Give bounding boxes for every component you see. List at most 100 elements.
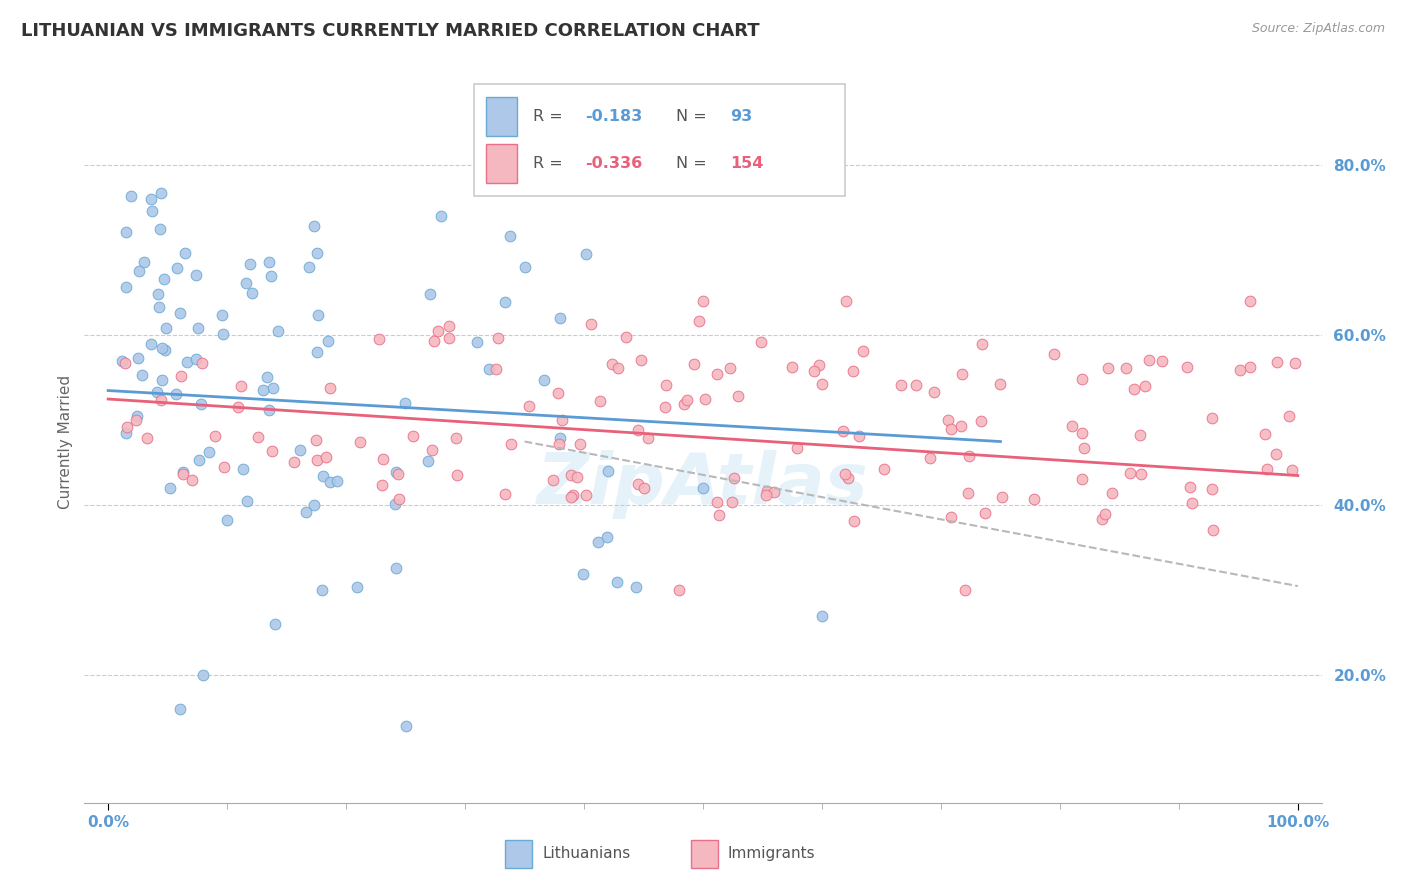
Point (1278, 409, 1301, 424)
Point (114, 426, 136, 441)
Point (305, 433, 328, 447)
Point (990, 491, 1012, 505)
Point (513, 260, 536, 275)
Point (1071, 372, 1094, 386)
Point (139, 336, 162, 351)
Point (811, 608, 834, 623)
Point (550, 413, 572, 427)
FancyBboxPatch shape (486, 96, 517, 136)
Point (605, 574, 627, 589)
Point (149, 221, 172, 235)
Point (803, 364, 825, 378)
Text: Source: ZipAtlas.com: Source: ZipAtlas.com (1251, 22, 1385, 36)
Text: R =: R = (533, 156, 568, 171)
Point (145, 385, 167, 400)
FancyBboxPatch shape (690, 840, 718, 868)
Point (547, 437, 569, 451)
Point (606, 361, 628, 376)
Point (586, 535, 609, 549)
Point (1133, 378, 1156, 392)
Point (1254, 426, 1277, 441)
Point (543, 473, 565, 487)
Point (627, 423, 650, 437)
Point (692, 294, 714, 309)
Point (682, 357, 704, 371)
Text: Lithuanians: Lithuanians (543, 846, 630, 861)
Point (259, 403, 281, 417)
Point (1256, 462, 1278, 476)
Point (485, 361, 508, 376)
Point (326, 474, 349, 488)
Point (467, 334, 489, 349)
Point (974, 506, 997, 520)
Point (1178, 480, 1201, 494)
Point (419, 286, 441, 301)
Point (560, 468, 582, 483)
Point (131, 368, 153, 382)
Point (141, 203, 163, 218)
Point (212, 326, 235, 341)
Point (236, 493, 259, 508)
Point (198, 445, 221, 459)
Point (446, 468, 468, 483)
Point (579, 317, 602, 331)
Point (439, 318, 461, 333)
Point (988, 376, 1011, 391)
Point (430, 209, 453, 223)
Point (114, 356, 136, 370)
Point (288, 442, 311, 457)
Text: N =: N = (676, 109, 711, 124)
Point (1201, 411, 1223, 425)
Point (565, 470, 588, 484)
Point (153, 343, 176, 357)
Point (1091, 512, 1114, 526)
Point (1071, 472, 1094, 486)
Point (548, 311, 571, 326)
Point (692, 481, 714, 495)
Point (498, 229, 520, 244)
Point (693, 392, 716, 407)
Point (616, 330, 638, 344)
Point (572, 567, 595, 582)
Point (1097, 361, 1119, 376)
Point (852, 344, 875, 359)
Point (187, 321, 209, 335)
Point (315, 450, 337, 464)
Point (1115, 361, 1137, 376)
Point (706, 494, 728, 508)
Point (150, 341, 173, 355)
Point (560, 490, 582, 504)
Point (905, 377, 928, 392)
Text: R =: R = (533, 109, 568, 124)
Point (204, 429, 226, 443)
Point (950, 419, 973, 434)
Point (423, 334, 446, 349)
Point (319, 475, 342, 489)
Point (260, 269, 283, 284)
Point (172, 465, 194, 479)
Point (444, 431, 467, 445)
Point (780, 359, 803, 374)
Point (941, 510, 963, 524)
Point (1094, 507, 1116, 521)
Point (169, 306, 191, 320)
Point (305, 345, 328, 359)
Point (172, 467, 194, 481)
Point (150, 373, 173, 387)
Point (211, 308, 233, 322)
Point (384, 497, 406, 511)
Point (176, 355, 198, 369)
Point (302, 498, 325, 512)
Point (706, 367, 728, 381)
Point (672, 397, 695, 411)
Point (257, 254, 280, 268)
Point (294, 505, 316, 519)
Point (349, 435, 371, 450)
Point (562, 488, 585, 502)
Point (212, 459, 235, 474)
Point (1175, 359, 1198, 374)
Point (478, 362, 501, 376)
Point (402, 429, 425, 443)
Point (215, 513, 238, 527)
Point (1150, 353, 1173, 368)
